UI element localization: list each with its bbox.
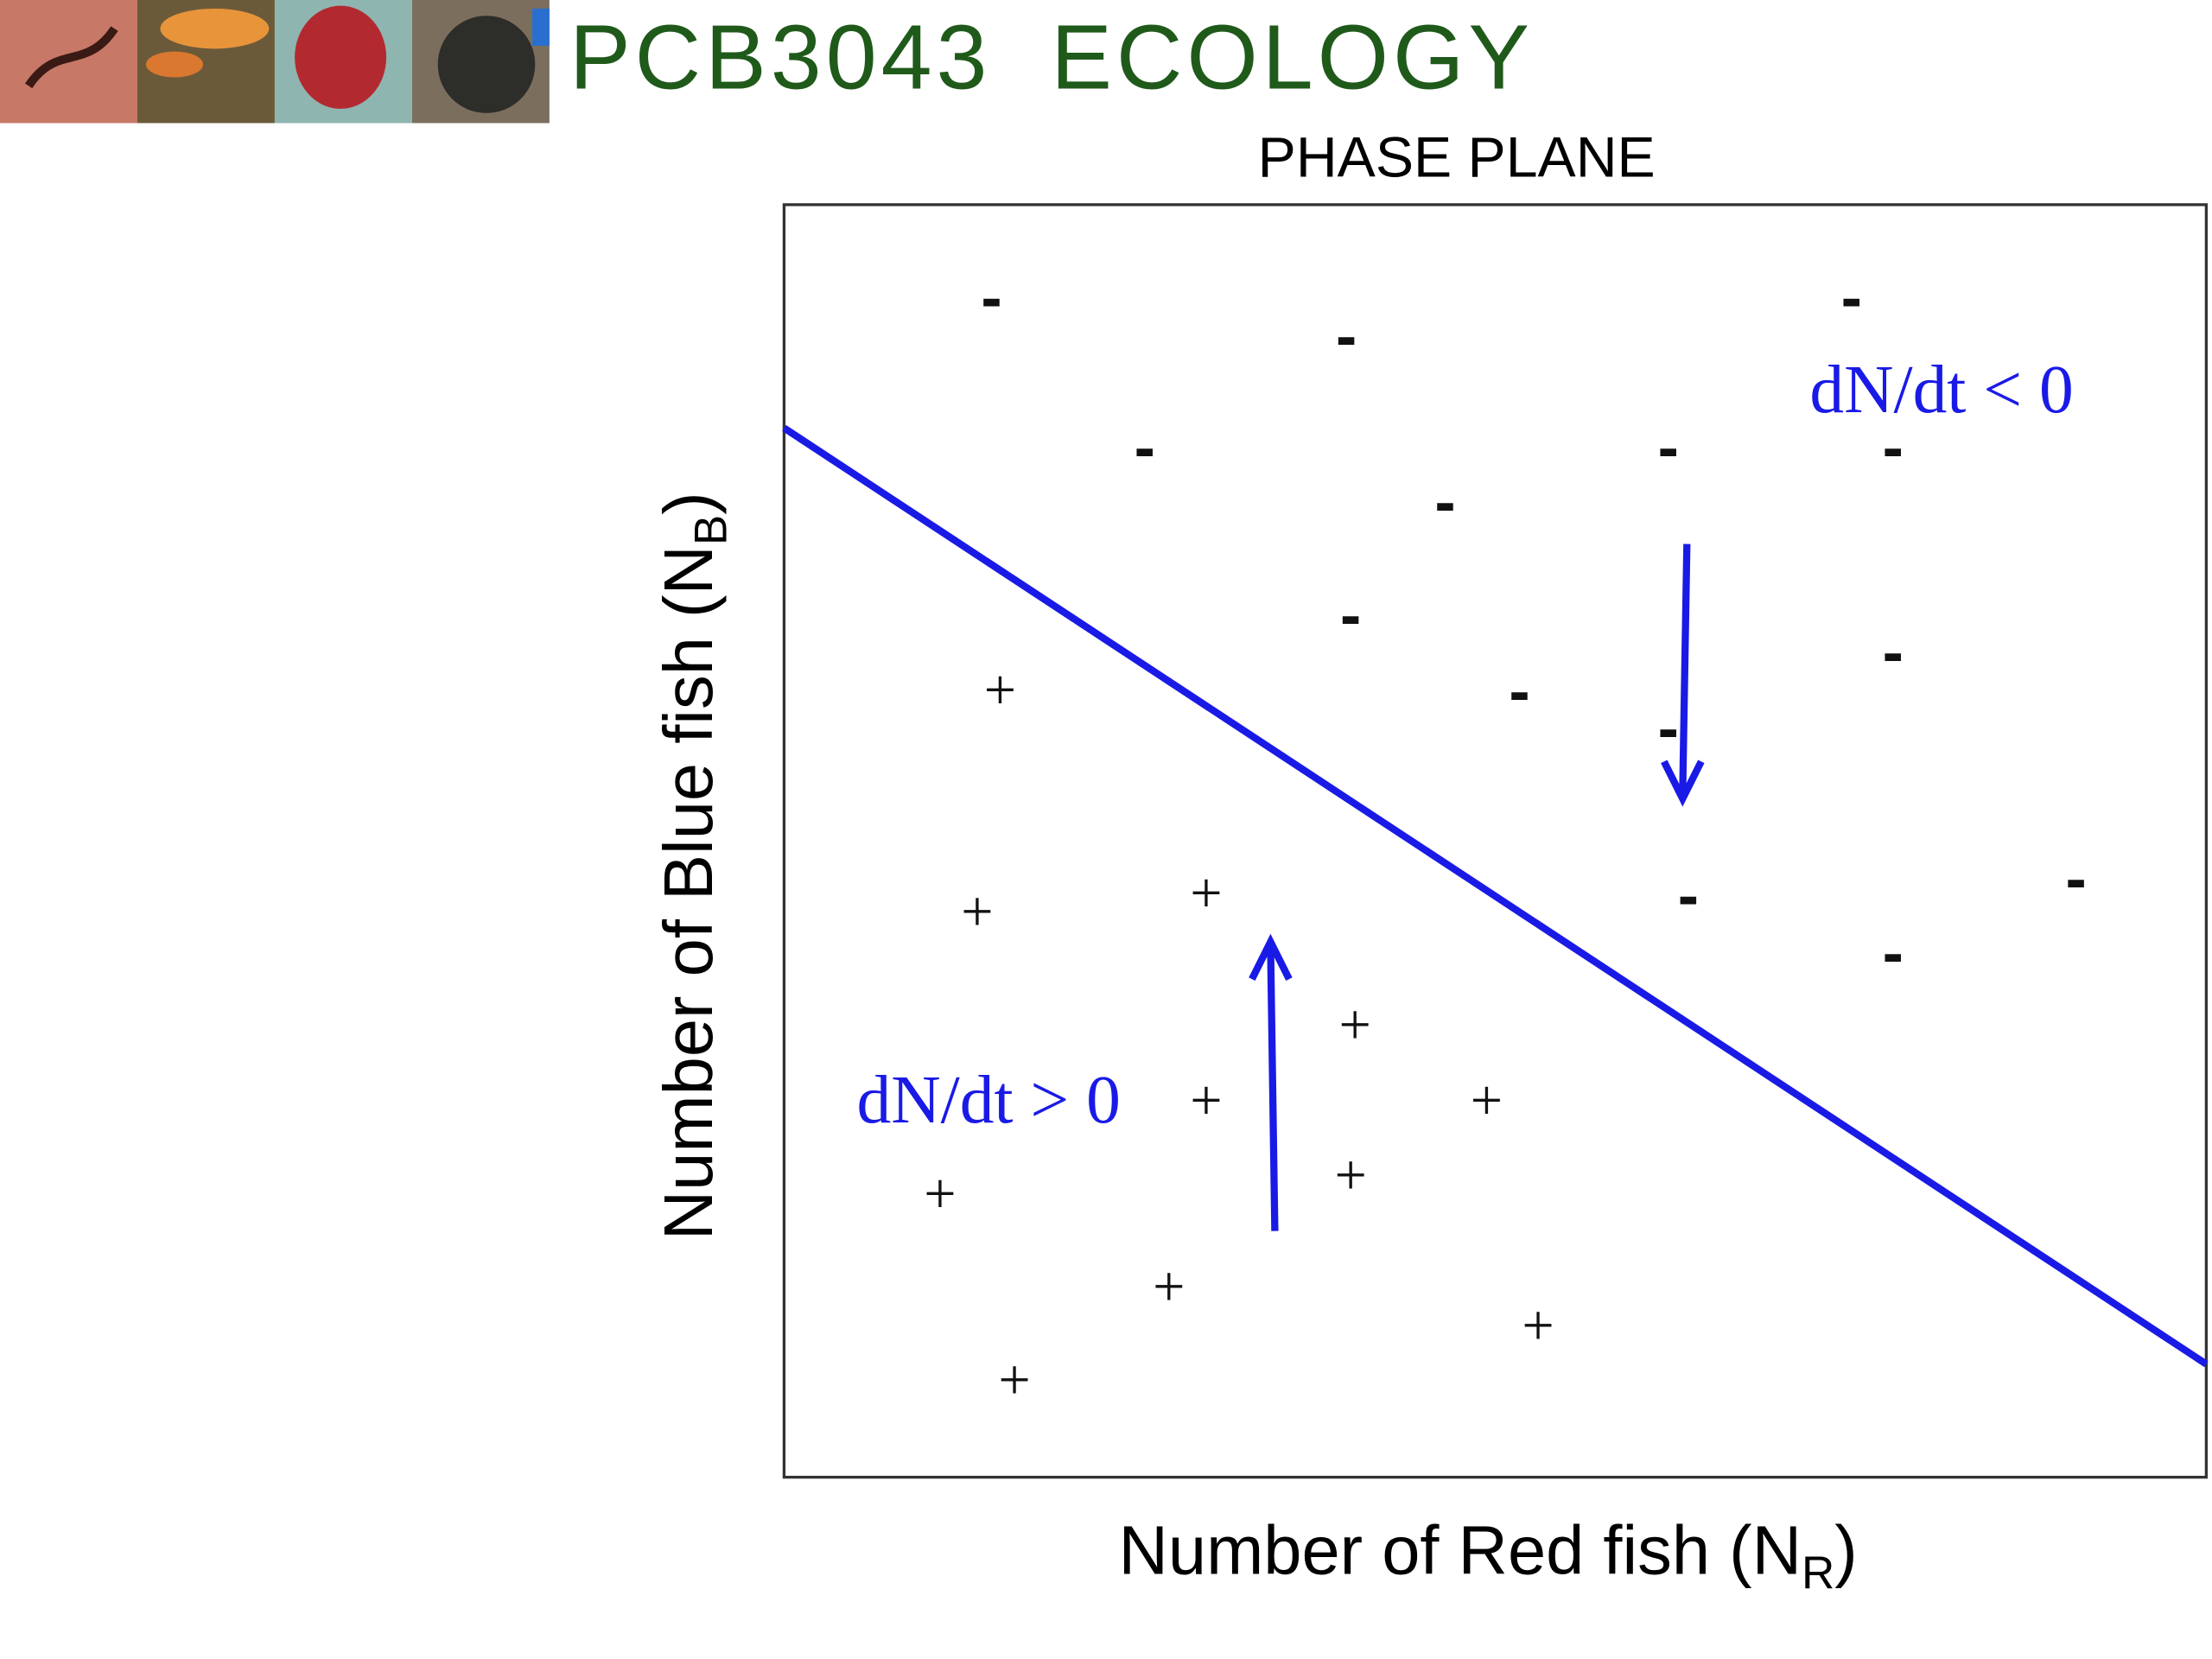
minus-sign: -	[1135, 413, 1155, 483]
label-suffix: )	[1834, 1512, 1857, 1589]
minus-sign: -	[1883, 918, 1904, 988]
photo-detail	[437, 16, 536, 113]
arrow-head	[1249, 933, 1293, 981]
photo-detail	[295, 5, 387, 109]
minus-sign: -	[1658, 413, 1679, 483]
label-text: Number of Blue fish (N	[650, 545, 727, 1240]
arrow-head	[1661, 760, 1705, 807]
label-suffix: )	[650, 492, 727, 514]
minus-sign: -	[1678, 861, 1699, 931]
diagram-title: PHASE PLANE	[1258, 126, 1656, 190]
minus-sign: -	[1434, 467, 1455, 537]
minus-sign: -	[1883, 413, 1904, 483]
label-text: Number of Red fish (N	[1118, 1512, 1802, 1589]
minus-sign: -	[1509, 656, 1529, 726]
plot-frame	[782, 203, 2209, 1479]
label-subscript: B	[685, 515, 736, 545]
photo-detail	[24, 26, 118, 89]
plus-sign: +	[1153, 1255, 1185, 1319]
minus-sign: -	[1883, 618, 1904, 688]
plus-sign: +	[1190, 1070, 1222, 1133]
y-axis-label: Number of Blue fish (NB)	[650, 492, 736, 1240]
minus-sign: -	[1658, 693, 1679, 763]
plus-sign: +	[1338, 994, 1370, 1057]
header-photos	[0, 0, 550, 124]
minus-sign: -	[1340, 581, 1361, 651]
plus-sign: +	[924, 1162, 956, 1225]
minus-sign: -	[981, 263, 1001, 333]
minus-sign: -	[2066, 843, 2087, 913]
photo-detail	[145, 51, 204, 78]
plus-sign: +	[998, 1349, 1030, 1412]
negative-label: dN/dt < 0	[1809, 352, 2073, 428]
plus-sign: +	[984, 658, 1016, 721]
positive-label: dN/dt > 0	[857, 1062, 1121, 1138]
plus-sign: +	[1334, 1144, 1366, 1207]
arrow-shaft	[1679, 543, 1691, 797]
plus-sign: +	[961, 880, 993, 944]
minus-sign: -	[1336, 302, 1357, 372]
header-title: PCB3043 ECOLOGY	[569, 7, 1534, 109]
minus-sign: -	[1841, 263, 1862, 333]
label-subscript: R	[1802, 1548, 1834, 1599]
photo-detail	[160, 8, 270, 49]
arrow-shaft	[1267, 944, 1279, 1231]
plus-sign: +	[1522, 1294, 1554, 1357]
isocline	[782, 424, 2209, 1368]
x-axis-label: Number of Red fish (NR)	[1118, 1512, 1857, 1599]
arrow-up	[1249, 933, 1293, 1231]
plus-sign: +	[1471, 1070, 1503, 1133]
arrow-down	[1661, 543, 1705, 807]
photo-detail	[531, 8, 550, 47]
plus-sign: +	[1190, 862, 1222, 925]
